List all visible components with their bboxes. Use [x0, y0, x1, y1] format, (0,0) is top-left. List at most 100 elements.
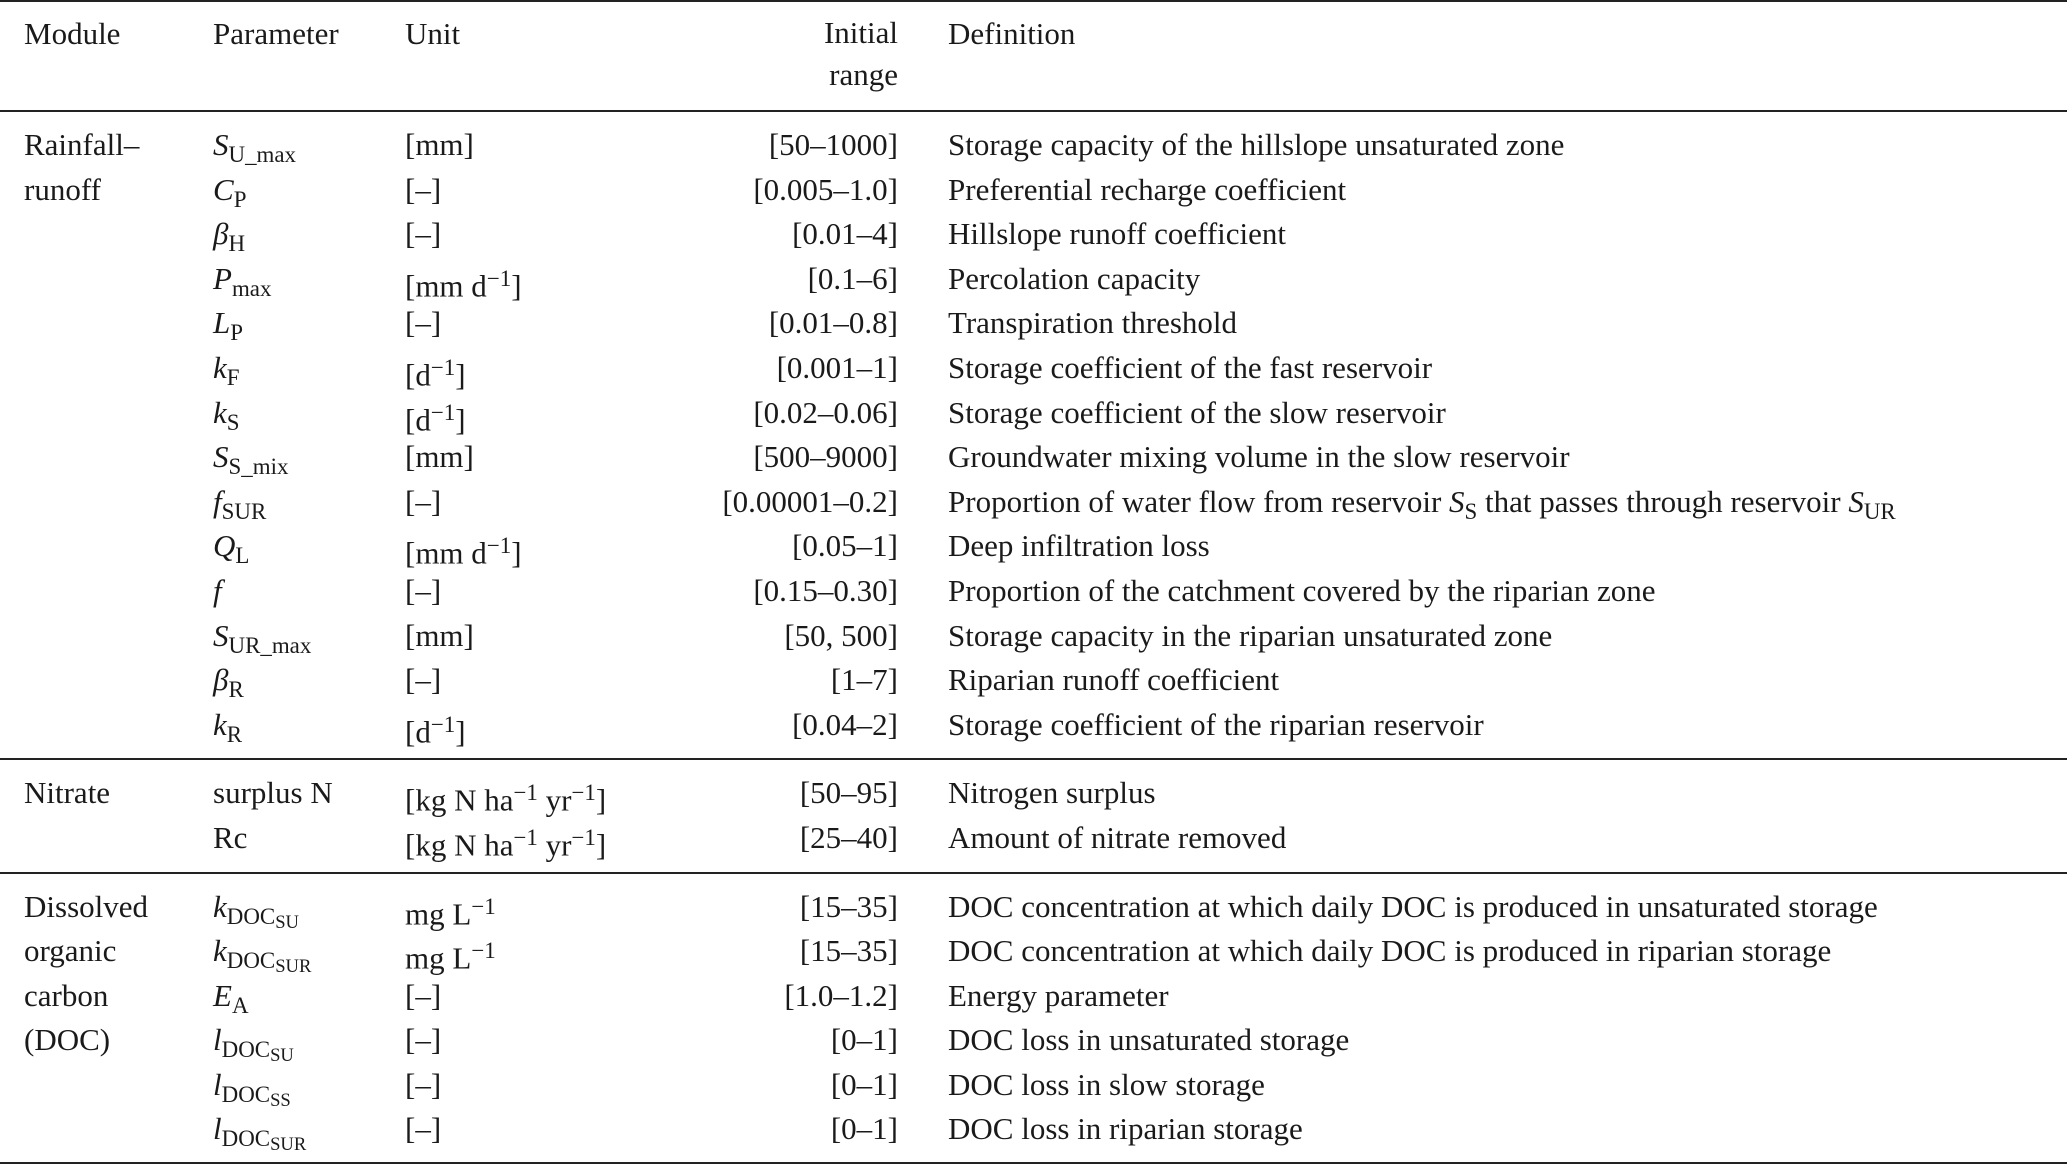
table-row: kDOCSUR mg L−1 [15–35] DOC concentration at… — [0, 929, 2067, 977]
text-segment: Proportion of water flow from reservoir — [948, 483, 1450, 519]
text-segment: U_max — [228, 141, 297, 167]
text-line: runoff — [24, 171, 101, 207]
definition-cell: Hillslope runoff coefficient — [948, 216, 1287, 252]
definition-cell: Amount of nitrate removed — [948, 819, 1287, 855]
text-segment: −1 — [513, 780, 538, 806]
parameter-cell: surplus N — [213, 775, 333, 811]
text-segment: −1 — [571, 824, 596, 850]
definition-cell: Proportion of water flow from reservoir … — [948, 480, 1896, 534]
text-segment: SU — [270, 1045, 294, 1067]
unit-cell: [–] — [405, 662, 442, 698]
text-segment: [d — [405, 401, 431, 437]
definition-cell: Percolation capacity — [948, 260, 1201, 296]
table-row: kR [d−1] [0.04–2] Storage coefficient of th… — [0, 703, 2067, 749]
text-segment: DOC — [226, 903, 276, 929]
text-segment: P — [213, 260, 232, 296]
definition-cell: Energy parameter — [948, 977, 1169, 1013]
text-segment: S — [213, 127, 229, 162]
parameter-cell: SS_mix — [213, 435, 288, 489]
text-segment: [d — [405, 357, 431, 393]
text-segment: mg L — [405, 895, 472, 931]
module-cell: Dissolved organic carbon (DOC) — [24, 885, 148, 1063]
definition-cell: Storage coefficient of the riparian rese… — [948, 706, 1484, 742]
definition-cell: Groundwater mixing volume in the slow re… — [948, 439, 1570, 475]
text-segment: [kg N ha — [405, 827, 514, 863]
parameter-cell: lDOCSUR — [213, 1107, 306, 1168]
parameter-cell: lDOCSU — [213, 1018, 294, 1079]
definition-cell: Proportion of the catchment covered by t… — [948, 572, 1656, 608]
text-segment: ] — [455, 714, 466, 750]
unit-cell: [kg N ha−1 yr−1] — [405, 771, 606, 823]
range-cell: [0.05–1] — [792, 528, 898, 564]
text-line: Dissolved — [24, 888, 148, 924]
text-line: carbon — [24, 977, 109, 1013]
table-row: kS [d−1] [0.02–0.06] Storage coefficient of… — [0, 391, 2067, 437]
parameter-cell: kDOCSUR — [213, 929, 311, 990]
table-row: EA [–] [1.0–1.2] Energy parameter — [0, 974, 2067, 1019]
text-segment: −1 — [486, 533, 512, 559]
text-line: Rainfall– — [24, 127, 140, 162]
table-row: Pmax [mm d−1] [0.1–6] Percolation capacity — [0, 257, 2067, 304]
unit-cell: [–] — [405, 216, 442, 252]
module-cell: Rainfall– runoff — [24, 123, 139, 212]
text-segment: ] — [595, 782, 607, 818]
table-row: kF [d−1] [0.001–1] Storage coefficient of t… — [0, 346, 2067, 393]
table-row: βH [–] [0.01–4] Hillslope runoff coefficien… — [0, 212, 2067, 257]
text-segment: ] — [455, 401, 466, 437]
table-row: QL [mm d−1] [0.05–1] Deep infiltration loss — [0, 524, 2067, 571]
range-cell: [0.02–0.06] — [753, 394, 898, 430]
text-segment: S — [213, 439, 229, 475]
parameter-cell: LP — [213, 301, 243, 355]
definition-cell: Storage capacity in the riparian unsatur… — [948, 617, 1553, 653]
range-cell: [0.01–4] — [792, 216, 898, 252]
table-group: Nitrate surplus N [kg N ha−1 yr−1] [50–95] N… — [0, 758, 2067, 871]
text-segment: −1 — [430, 399, 456, 425]
parameter-cell: βH — [213, 212, 245, 266]
text-segment: β — [213, 662, 229, 698]
text-segment: S — [1464, 498, 1478, 524]
definition-cell: Nitrogen surplus — [948, 775, 1156, 811]
header-cell: Module — [24, 16, 121, 51]
text-line: Nitrate — [24, 775, 111, 811]
table-row: LP [–] [0.01–0.8] Transpiration threshold — [0, 301, 2067, 346]
text-segment: E — [213, 977, 232, 1013]
text-segment: C — [213, 171, 234, 207]
unit-cell: [–] — [405, 483, 442, 519]
unit-cell: [d−1] — [405, 703, 466, 755]
table-row: lDOCSS [–] [0–1] DOC loss in slow storage — [0, 1063, 2067, 1111]
text-segment: S — [226, 409, 240, 435]
text-segment: −1 — [471, 893, 496, 919]
table-row: CP [–] [0.005–1.0] Preferential recharge co… — [0, 168, 2067, 213]
parameter-cell: βR — [213, 658, 244, 712]
table-row: βR [–] [1–7] Riparian runoff coefficient — [0, 658, 2067, 703]
parameter-cell: SU_max — [213, 123, 296, 177]
text-segment: k — [213, 888, 227, 924]
unit-cell: [d−1] — [405, 391, 466, 443]
text-segment: l — [213, 1066, 222, 1102]
table-row: kDOCSU mg L−1 [15–35] DOC concentration at … — [0, 885, 2067, 933]
text-segment: [mm d — [405, 268, 487, 304]
parameter-cell: kDOCSU — [213, 885, 299, 946]
text-line: range — [829, 57, 898, 92]
range-cell: [0–1] — [830, 1022, 898, 1058]
range-cell: [1–7] — [830, 662, 898, 698]
definition-cell: Transpiration threshold — [948, 305, 1238, 341]
text-segment: f — [213, 483, 222, 519]
text-segment: ] — [511, 535, 522, 571]
text-segment: max — [231, 275, 272, 301]
header-cell: Parameter — [213, 16, 339, 51]
text-segment: S — [1449, 483, 1465, 519]
text-segment: k — [213, 349, 227, 385]
text-segment: S — [1848, 483, 1864, 519]
text-segment: that passes through reservoir — [1477, 483, 1849, 519]
text-segment: k — [213, 933, 227, 969]
parameter-cell: Rc — [213, 819, 248, 855]
text-segment: L — [213, 305, 231, 341]
text-segment: [d — [405, 714, 431, 750]
text-segment: P — [233, 186, 247, 212]
definition-cell: Storage coefficient of the fast reservoi… — [948, 349, 1433, 385]
range-cell: [1.0–1.2] — [784, 977, 898, 1013]
unit-cell: [–] — [405, 1066, 442, 1102]
table-group: Dissolved organic carbon (DOC) kDOCSU mg L−1[… — [0, 871, 2067, 1164]
unit-cell: [mm] — [405, 127, 474, 162]
